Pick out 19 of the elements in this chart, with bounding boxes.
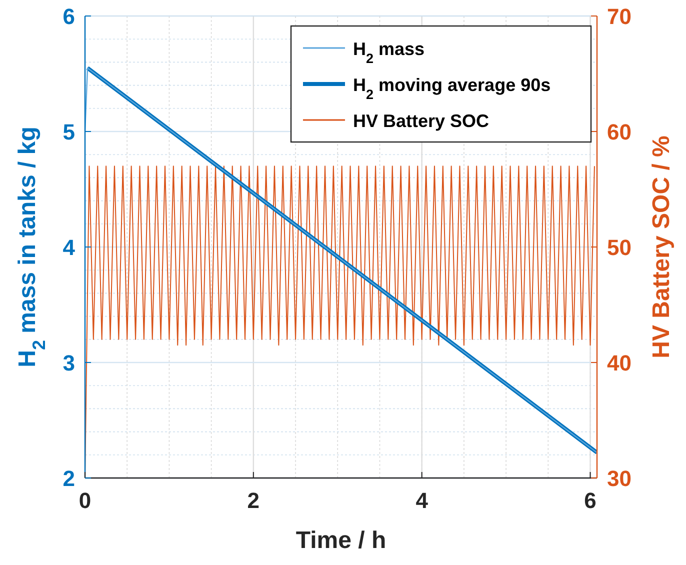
legend-label: H$_{2}$ mass (353, 39, 425, 66)
y2-axis-title: HV Battery SOC / % (648, 136, 675, 358)
y-tick-label: 6 (62, 4, 75, 29)
y-tick-label: 2 (62, 466, 75, 491)
y2-tick-label: 70 (607, 4, 632, 29)
y-tick-label: 4 (62, 235, 76, 260)
y2-tick-label: 50 (607, 235, 632, 260)
y-tick-label: 5 (62, 120, 75, 144)
x-axis-title: Time / h (296, 527, 386, 554)
x-tick-label: 6 (584, 488, 596, 513)
y2-tick-label: 30 (607, 466, 632, 491)
legend-label: H$_{2}$ moving average 90s (353, 75, 551, 102)
x-tick-label: 4 (416, 488, 429, 513)
legend-label: HV Battery SOC (353, 111, 490, 131)
x-tick-label: 0 (78, 488, 92, 513)
y2-tick-label: 60 (607, 120, 632, 144)
x-tick-label: 2 (247, 488, 260, 513)
y-tick-label: 3 (62, 350, 75, 376)
y2-tick-label: 40 (607, 350, 632, 376)
